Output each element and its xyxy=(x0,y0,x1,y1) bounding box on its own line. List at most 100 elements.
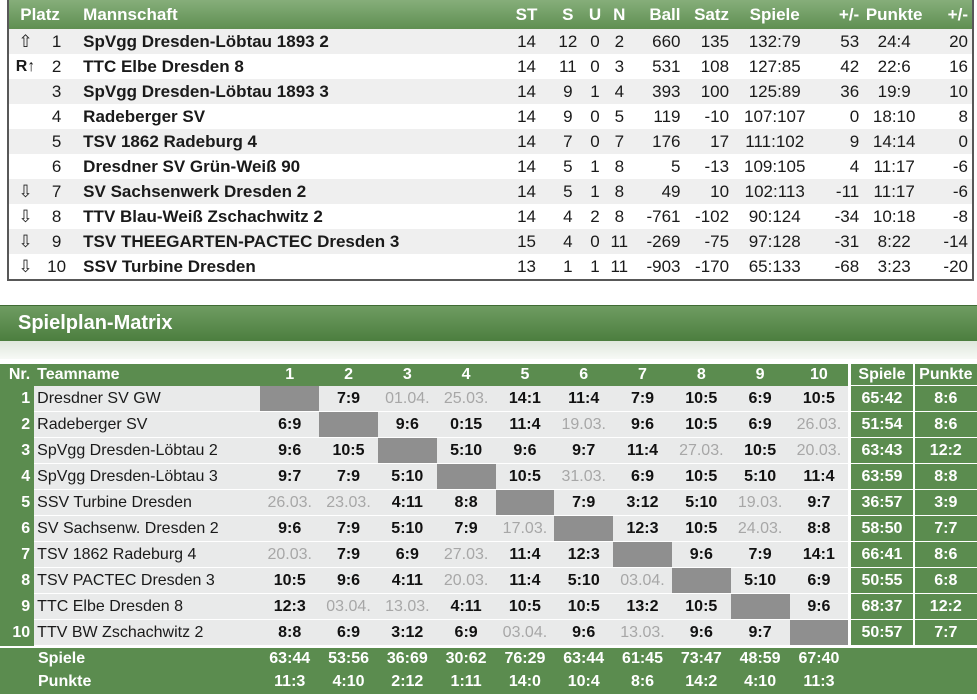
match-result-cell[interactable]: 9:6 xyxy=(554,620,614,646)
match-result-cell[interactable]: 10:5 xyxy=(671,464,731,490)
match-result-cell[interactable]: 10:5 xyxy=(671,412,731,438)
match-result-cell[interactable]: 10:5 xyxy=(671,516,731,542)
match-result-cell[interactable]: 9:6 xyxy=(789,594,849,620)
match-result-cell[interactable]: 5:10 xyxy=(730,568,790,594)
scheduled-date-cell[interactable]: 19.03. xyxy=(554,412,614,438)
scheduled-date-cell[interactable]: 31.03. xyxy=(554,464,614,490)
match-result-cell[interactable]: 9:7 xyxy=(554,438,614,464)
match-result-cell[interactable]: 3:12 xyxy=(613,490,672,516)
team-name[interactable]: Radeberger SV xyxy=(34,412,261,438)
team-name[interactable]: SpVgg Dresden-Löbtau 3 xyxy=(34,464,261,490)
match-result-cell[interactable]: 12:3 xyxy=(613,516,672,542)
match-result-cell[interactable]: 4:11 xyxy=(377,568,437,594)
match-result-cell[interactable]: 8:8 xyxy=(789,516,849,542)
standings-row[interactable]: 3 SpVgg Dresden-Löbtau 1893 3 14 9 1 4 393 100 1… xyxy=(9,79,972,104)
standings-row[interactable]: 6 Dresdner SV Grün-Weiß 90 14 5 1 8 5 -13 109:10… xyxy=(9,154,972,179)
scheduled-date-cell[interactable]: 26.03. xyxy=(789,412,849,438)
match-result-cell[interactable]: 11:4 xyxy=(495,412,555,438)
team-name[interactable]: TTV BW Zschachwitz 2 xyxy=(34,620,261,646)
team-name[interactable]: SpVgg Dresden-Löbtau 1893 2 xyxy=(83,31,329,51)
match-result-cell[interactable]: 9:6 xyxy=(377,412,437,438)
match-result-cell[interactable]: 12:3 xyxy=(554,542,614,568)
match-result-cell[interactable]: 11:4 xyxy=(554,386,614,412)
match-result-cell[interactable]: 9:6 xyxy=(671,620,731,646)
team-name[interactable]: SpVgg Dresden-Löbtau 2 xyxy=(34,438,261,464)
scheduled-date-cell[interactable]: 13.03. xyxy=(377,594,437,620)
match-result-cell[interactable]: 11:4 xyxy=(789,464,849,490)
match-result-cell[interactable]: 6:9 xyxy=(377,542,437,568)
match-result-cell[interactable]: 7:9 xyxy=(319,464,378,490)
match-result-cell[interactable]: 5:10 xyxy=(730,464,790,490)
team-name[interactable]: TSV 1862 Radeburg 4 xyxy=(83,131,258,151)
match-result-cell[interactable]: 4:11 xyxy=(377,490,437,516)
scheduled-date-cell[interactable]: 25.03. xyxy=(436,386,496,412)
match-result-cell[interactable]: 7:9 xyxy=(319,516,378,542)
standings-row[interactable]: 5 TSV 1862 Radeburg 4 14 7 0 7 176 17 111:102 9 14… xyxy=(9,129,972,154)
team-name[interactable]: SV Sachsenwerk Dresden 2 xyxy=(83,181,307,201)
match-result-cell[interactable]: 6:9 xyxy=(436,620,496,646)
match-result-cell[interactable]: 6:9 xyxy=(319,620,378,646)
match-result-cell[interactable]: 9:6 xyxy=(260,438,320,464)
standings-row[interactable]: ⇩ 7 SV Sachsenwerk Dresden 2 14 5 1 8 49 10 102:1… xyxy=(9,179,972,204)
match-result-cell[interactable]: 9:6 xyxy=(495,438,555,464)
scheduled-date-cell[interactable]: 13.03. xyxy=(613,620,672,646)
match-result-cell[interactable]: 7:9 xyxy=(730,542,790,568)
scheduled-date-cell[interactable]: 03.04. xyxy=(495,620,555,646)
match-result-cell[interactable]: 7:9 xyxy=(319,386,378,412)
match-result-cell[interactable]: 11:4 xyxy=(495,542,555,568)
match-result-cell[interactable]: 11:4 xyxy=(495,568,555,594)
scheduled-date-cell[interactable]: 27.03. xyxy=(436,542,496,568)
match-result-cell[interactable]: 4:11 xyxy=(436,594,496,620)
scheduled-date-cell[interactable]: 23.03. xyxy=(319,490,378,516)
match-result-cell[interactable]: 10:5 xyxy=(319,438,378,464)
scheduled-date-cell[interactable]: 20.03. xyxy=(789,438,849,464)
team-name[interactable]: TSV THEEGARTEN-PACTEC Dresden 3 xyxy=(83,231,400,251)
standings-row[interactable]: ⇩ 9 TSV THEEGARTEN-PACTEC Dresden 3 15 4 0 11-… xyxy=(9,229,972,254)
match-result-cell[interactable]: 7:9 xyxy=(319,542,378,568)
match-result-cell[interactable]: 5:10 xyxy=(377,464,437,490)
match-result-cell[interactable]: 6:9 xyxy=(730,412,790,438)
team-name[interactable]: SSV Turbine Dresden xyxy=(83,256,256,276)
match-result-cell[interactable]: 9:7 xyxy=(730,620,790,646)
team-name[interactable]: TTV Blau-Weiß Zschachwitz 2 xyxy=(83,206,323,226)
match-result-cell[interactable]: 9:6 xyxy=(613,412,672,438)
match-result-cell[interactable]: 10:5 xyxy=(554,594,614,620)
match-result-cell[interactable]: 10:5 xyxy=(671,386,731,412)
match-result-cell[interactable]: 6:9 xyxy=(260,412,320,438)
match-result-cell[interactable]: 9:7 xyxy=(260,464,320,490)
match-result-cell[interactable]: 8:8 xyxy=(260,620,320,646)
match-result-cell[interactable]: 0:15 xyxy=(436,412,496,438)
match-result-cell[interactable]: 7:9 xyxy=(554,490,614,516)
match-result-cell[interactable]: 12:3 xyxy=(260,594,320,620)
scheduled-date-cell[interactable]: 17.03. xyxy=(495,516,555,542)
match-result-cell[interactable]: 10:5 xyxy=(495,594,555,620)
standings-row[interactable]: 4 Radeberger SV 14 9 0 5 119 -10 107:107 0 18:10 8 xyxy=(9,104,972,129)
team-name[interactable]: TTC Elbe Dresden 8 xyxy=(83,56,244,76)
team-name[interactable]: SSV Turbine Dresden xyxy=(34,490,261,516)
scheduled-date-cell[interactable]: 27.03. xyxy=(671,438,731,464)
match-result-cell[interactable]: 10:5 xyxy=(730,438,790,464)
scheduled-date-cell[interactable]: 20.03. xyxy=(436,568,496,594)
match-result-cell[interactable]: 11:4 xyxy=(613,438,672,464)
match-result-cell[interactable]: 5:10 xyxy=(436,438,496,464)
match-result-cell[interactable]: 3:12 xyxy=(377,620,437,646)
team-name[interactable]: Dresdner SV Grün-Weiß 90 xyxy=(83,156,301,176)
team-name[interactable]: SpVgg Dresden-Löbtau 1893 3 xyxy=(83,81,329,101)
match-result-cell[interactable]: 9:6 xyxy=(260,516,320,542)
match-result-cell[interactable]: 14:1 xyxy=(495,386,555,412)
match-result-cell[interactable]: 10:5 xyxy=(789,386,849,412)
team-name[interactable]: TSV PACTEC Dresden 3 xyxy=(34,568,261,594)
match-result-cell[interactable]: 14:1 xyxy=(789,542,849,568)
match-result-cell[interactable]: 9:6 xyxy=(319,568,378,594)
standings-row[interactable]: R↑ 2 TTC Elbe Dresden 8 14 11 0 3 531 108 127:85 4… xyxy=(9,54,972,79)
match-result-cell[interactable]: 6:9 xyxy=(789,568,849,594)
scheduled-date-cell[interactable]: 03.04. xyxy=(319,594,378,620)
team-name[interactable]: Radeberger SV xyxy=(83,106,206,126)
standings-row[interactable]: ⇧ 1 SpVgg Dresden-Löbtau 1893 2 14 12 0 2 660 13… xyxy=(9,29,972,54)
team-name[interactable]: TSV 1862 Radeburg 4 xyxy=(34,542,261,568)
match-result-cell[interactable]: 5:10 xyxy=(377,516,437,542)
match-result-cell[interactable]: 6:9 xyxy=(730,386,790,412)
match-result-cell[interactable]: 9:6 xyxy=(671,542,731,568)
match-result-cell[interactable]: 9:7 xyxy=(789,490,849,516)
scheduled-date-cell[interactable]: 19.03. xyxy=(730,490,790,516)
